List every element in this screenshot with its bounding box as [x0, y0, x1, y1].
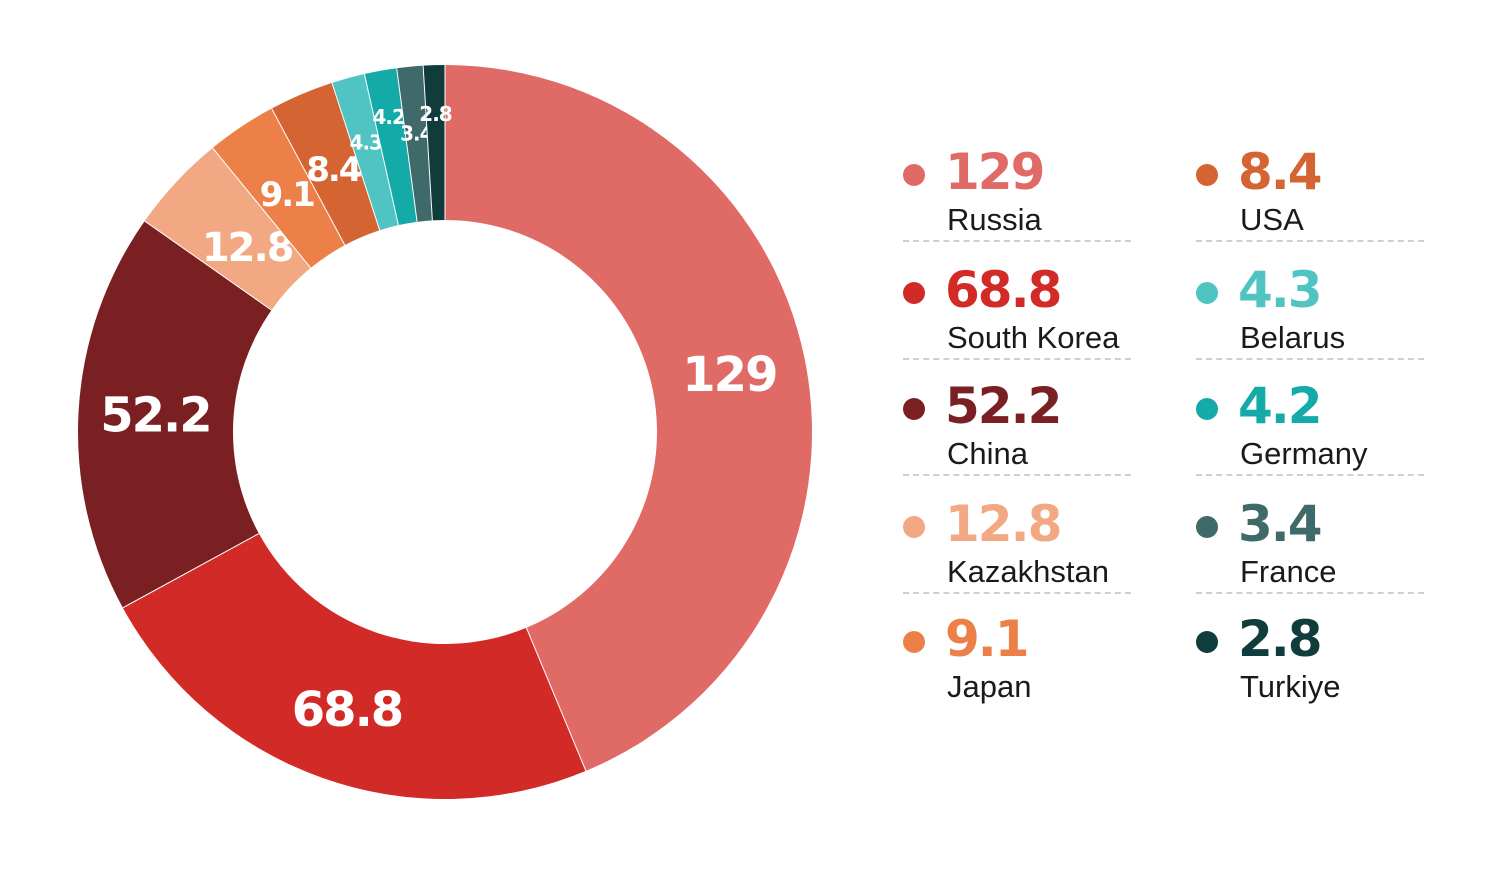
- legend-value: 4.2: [1238, 377, 1323, 435]
- slice-separator: [422, 65, 433, 221]
- legend-dot: [1196, 516, 1218, 538]
- legend-value: 4.3: [1238, 261, 1323, 319]
- legend-value: 52.2: [945, 377, 1062, 435]
- legend-label: USA: [1240, 202, 1304, 237]
- slice-label-south-korea: 68.8: [292, 682, 402, 738]
- slice-france: [396, 65, 433, 222]
- legend-label: South Korea: [947, 320, 1120, 355]
- legend-divider: [1196, 592, 1424, 594]
- legend-item-usa: 8.4 USA: [1196, 143, 1426, 250]
- slice-turkiye: [423, 65, 445, 221]
- legend-dot: [903, 398, 925, 420]
- legend-value: 129: [945, 143, 1045, 201]
- slice-china: [77, 221, 272, 608]
- slice-label-china: 52.2: [100, 388, 210, 444]
- legend-dot: [1196, 631, 1218, 653]
- slice-label-usa: 8.4: [306, 150, 362, 190]
- legend-dot: [903, 631, 925, 653]
- legend-item-russia: 129 Russia: [903, 143, 1133, 250]
- legend-divider: [903, 474, 1131, 476]
- legend-item-france: 3.4 France: [1196, 495, 1426, 602]
- legend-item-south-korea: 68.8 South Korea: [903, 261, 1133, 368]
- slice-separator: [122, 533, 260, 609]
- slice-separator: [396, 68, 418, 222]
- slice-separator: [144, 220, 272, 311]
- legend-divider: [1196, 240, 1424, 242]
- slice-usa: [271, 82, 380, 246]
- legend-item-kazakhstan: 12.8 Kazakhstan: [903, 495, 1133, 602]
- legend-label: France: [1240, 554, 1337, 589]
- legend-item-germany: 4.2 Germany: [1196, 377, 1426, 484]
- legend-label: China: [947, 436, 1028, 471]
- legend-value: 8.4: [1238, 143, 1323, 201]
- slice-separator: [271, 108, 346, 246]
- slice-label-germany: 4.2: [373, 105, 406, 129]
- legend-divider: [903, 358, 1131, 360]
- legend-item-turkiye: 2.8 Turkiye: [1196, 610, 1426, 717]
- legend-item-belarus: 4.3 Belarus: [1196, 261, 1426, 368]
- legend-value: 3.4: [1238, 495, 1323, 553]
- slice-separator: [525, 627, 587, 772]
- legend-item-china: 52.2 China: [903, 377, 1133, 484]
- slice-belarus: [331, 73, 399, 231]
- legend-divider: [903, 240, 1131, 242]
- legend-label: Kazakhstan: [947, 554, 1109, 589]
- legend-dot: [1196, 282, 1218, 304]
- slice-separator: [212, 147, 312, 269]
- slice-south-korea: [122, 533, 586, 799]
- slice-kazakhstan: [144, 147, 311, 311]
- legend-dot: [1196, 398, 1218, 420]
- legend-dot: [903, 282, 925, 304]
- legend-dot: [903, 164, 925, 186]
- legend-value: 9.1: [945, 610, 1030, 668]
- legend-label: Russia: [947, 202, 1042, 237]
- legend-divider: [1196, 358, 1424, 360]
- slice-label-belarus: 4.3: [350, 131, 383, 155]
- legend-divider: [903, 592, 1131, 594]
- legend-value: 68.8: [945, 261, 1062, 319]
- slice-label-russia: 129: [682, 347, 776, 403]
- slice-label-turkiye: 2.8: [419, 102, 452, 126]
- slice-russia: [445, 65, 812, 771]
- legend-dot: [903, 516, 925, 538]
- legend-label: Belarus: [1240, 320, 1346, 355]
- legend-label: Turkiye: [1240, 669, 1341, 704]
- legend-item-japan: 9.1 Japan: [903, 610, 1133, 717]
- legend-value: 12.8: [945, 495, 1062, 553]
- legend-label: Japan: [947, 669, 1032, 704]
- slice-separator: [331, 82, 381, 231]
- slice-separator: [363, 73, 399, 226]
- legend-value: 2.8: [1238, 610, 1323, 668]
- slice-label-kazakhstan: 12.8: [202, 225, 293, 271]
- legend-divider: [1196, 474, 1424, 476]
- legend-dot: [1196, 164, 1218, 186]
- slice-japan: [212, 108, 345, 268]
- slice-germany: [364, 68, 418, 226]
- slice-label-japan: 9.1: [260, 175, 315, 215]
- legend-label: Germany: [1240, 436, 1368, 471]
